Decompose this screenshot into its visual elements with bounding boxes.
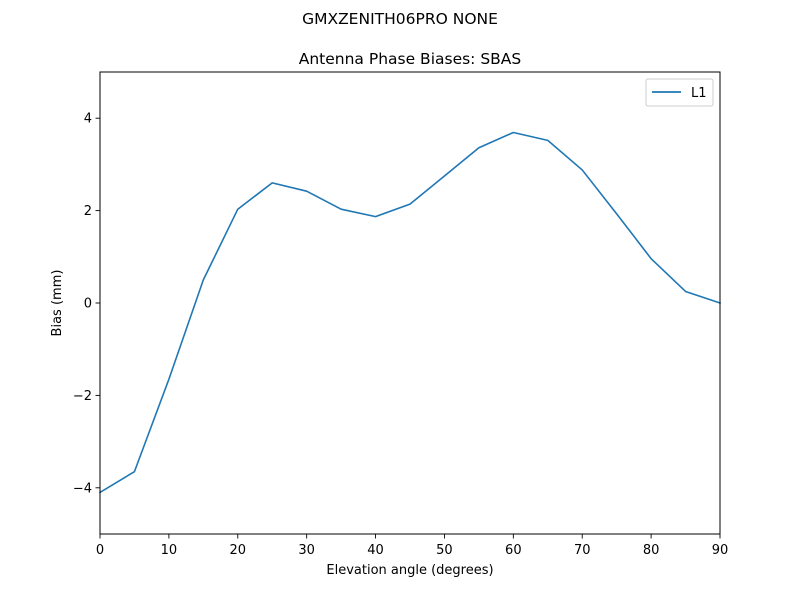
figure-suptitle: GMXZENITH06PRO NONE bbox=[302, 10, 498, 28]
x-axis-ticks: 0 10 20 30 40 50 60 70 80 90 bbox=[96, 534, 728, 558]
x-tick-label: 70 bbox=[574, 543, 591, 558]
y-tick-label: 4 bbox=[84, 112, 92, 127]
x-axis-label: Elevation angle (degrees) bbox=[326, 563, 493, 578]
x-tick-label: 10 bbox=[161, 543, 178, 558]
plot-frame bbox=[99, 71, 721, 535]
y-tick-label: 0 bbox=[84, 297, 92, 312]
y-tick-label: −4 bbox=[73, 481, 92, 496]
y-tick-label: 2 bbox=[84, 204, 92, 219]
series-layer bbox=[98, 131, 722, 494]
series-line-l1 bbox=[98, 131, 722, 494]
x-tick-label: 20 bbox=[230, 543, 247, 558]
x-tick-label: 80 bbox=[643, 543, 660, 558]
legend: L1 bbox=[645, 78, 714, 107]
y-axis-ticks: −4 −2 0 2 4 bbox=[73, 112, 100, 496]
y-axis-label: Bias (mm) bbox=[50, 270, 65, 337]
x-tick-label: 40 bbox=[367, 543, 384, 558]
x-tick-label: 0 bbox=[96, 543, 104, 558]
x-tick-label: 60 bbox=[505, 543, 522, 558]
x-tick-label: 30 bbox=[298, 543, 315, 558]
x-tick-label: 50 bbox=[436, 543, 453, 558]
legend-label-l1: L1 bbox=[691, 86, 707, 101]
chart-title: Antenna Phase Biases: SBAS bbox=[299, 50, 522, 68]
x-tick-label: 90 bbox=[712, 543, 729, 558]
y-tick-label: −2 bbox=[73, 389, 92, 404]
